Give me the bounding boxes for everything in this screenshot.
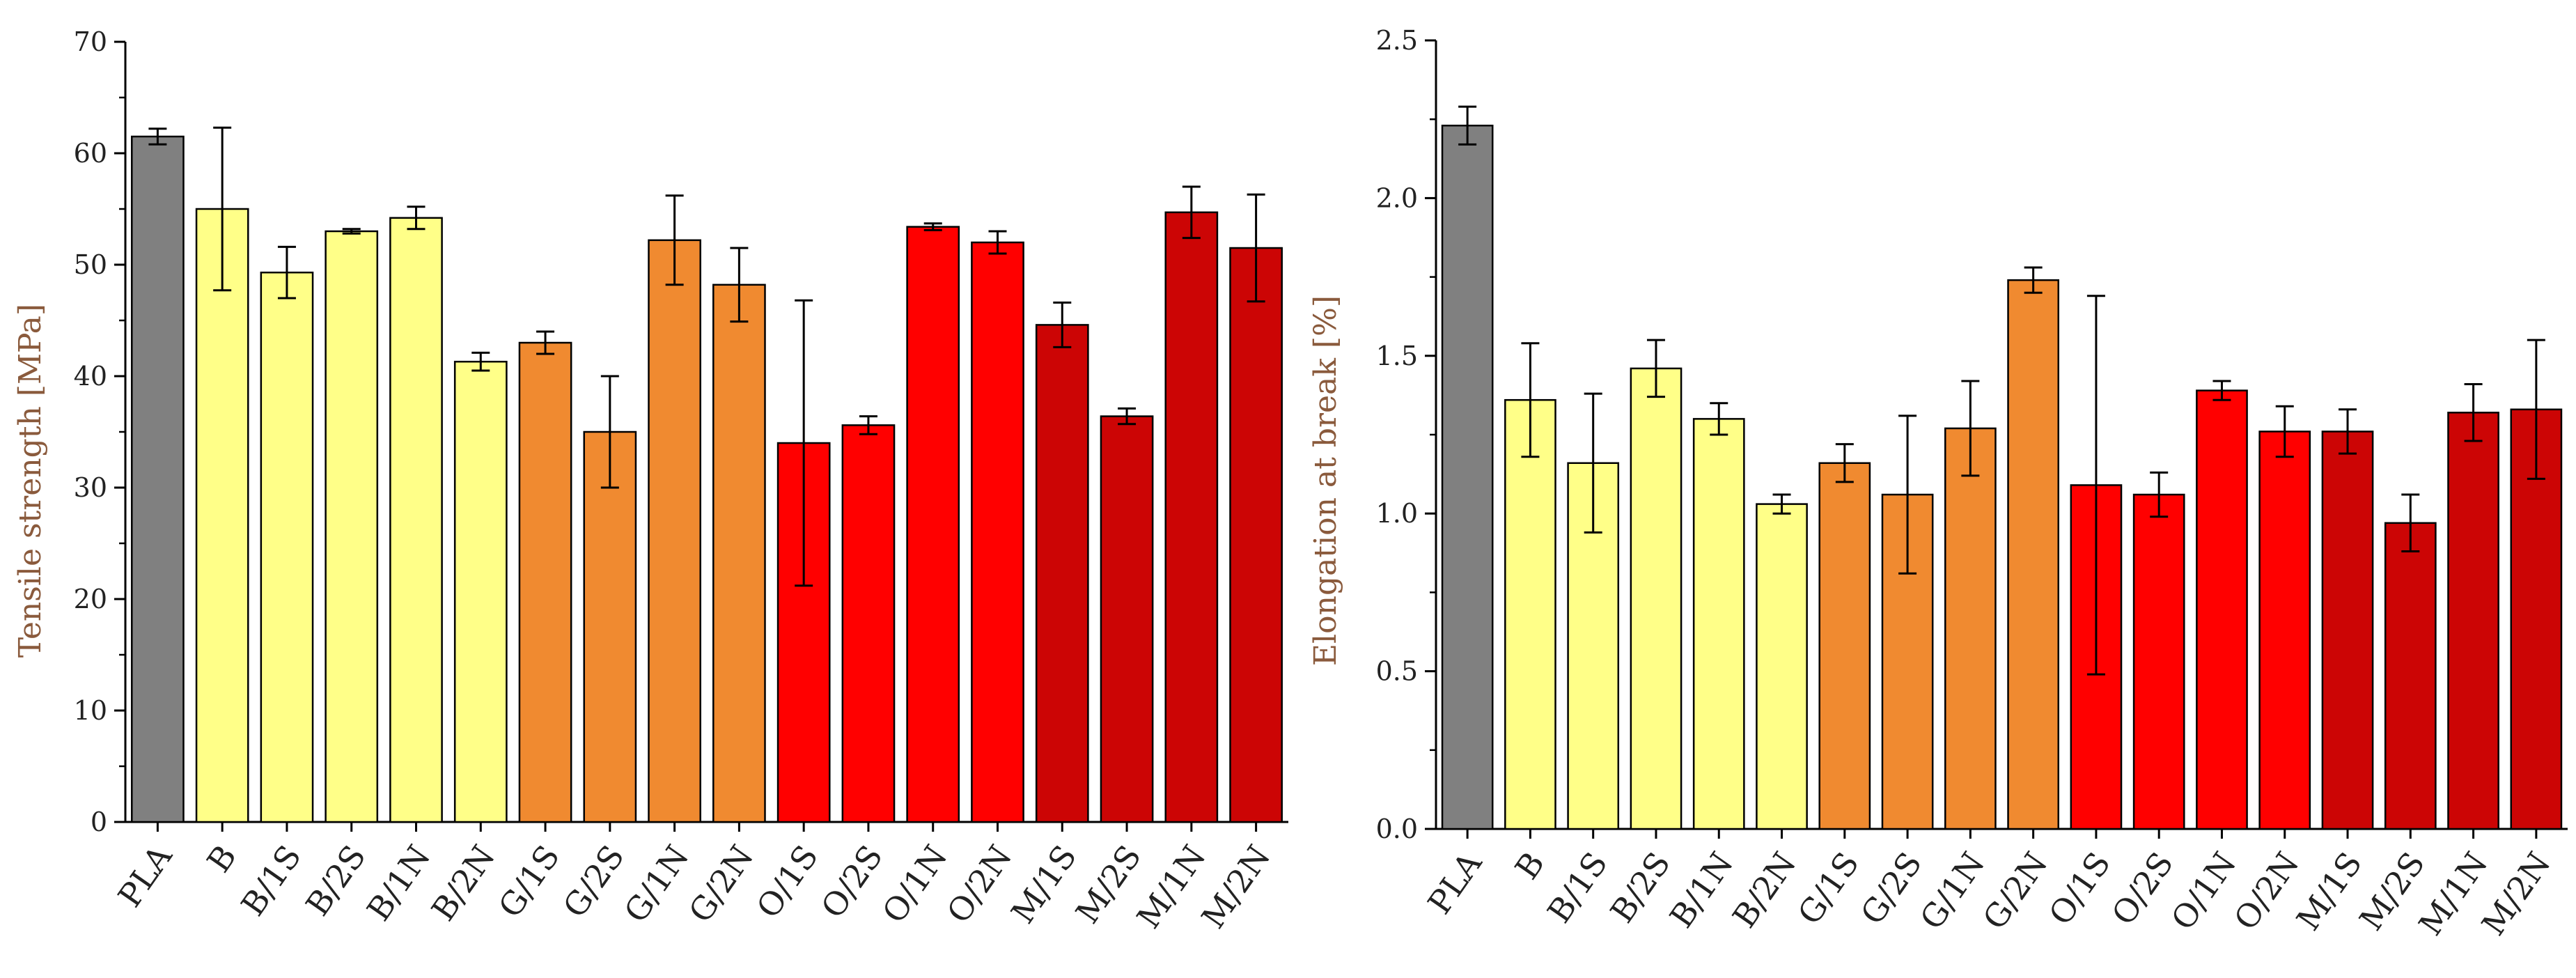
elongation-at-break-plot: Elongation at break [%] 0.0 0.5 1.0 1.5 2.0 2… xyxy=(1308,25,2568,942)
x-tick-label: G/1S xyxy=(1790,845,1866,931)
bar xyxy=(2447,412,2499,830)
x-tick-label: B/1S xyxy=(1540,845,1614,929)
bar xyxy=(712,284,766,823)
x-tick-label: B/1S xyxy=(234,838,309,922)
x-tick-label: O/1N xyxy=(2164,845,2244,937)
y-tick-label: 70 xyxy=(74,26,107,57)
y-tick-label: 30 xyxy=(74,472,107,503)
tensile-strength-chart: Tensile strength [MPa] 0 10 20 30 40 50 60 70 PL… xyxy=(13,26,1288,936)
x-tick-label: O/1S xyxy=(2041,845,2118,931)
x-tick-label: G/1N xyxy=(617,838,696,929)
x-tick-label: O/2N xyxy=(2226,845,2306,937)
x-tick-label: B/1N xyxy=(359,838,437,927)
bar xyxy=(906,226,960,823)
x-tick-label: G/2S xyxy=(556,838,632,924)
bar xyxy=(195,208,249,823)
bar xyxy=(2384,522,2437,830)
bar xyxy=(2007,279,2059,830)
y-tick-label: 10 xyxy=(74,695,107,726)
bar xyxy=(518,341,572,823)
bar xyxy=(841,424,896,823)
x-tick-label: B/1N xyxy=(1662,845,1740,934)
bar xyxy=(2258,430,2311,830)
bar xyxy=(2196,389,2248,830)
x-tick-label: G/2N xyxy=(1976,845,2055,936)
y-tick-label: 0.0 xyxy=(1376,814,1418,844)
bar xyxy=(453,360,508,823)
x-tick-label: G/1N xyxy=(1912,845,1992,936)
x-tick-label: M/1S xyxy=(2289,845,2369,937)
y-axis-title: Elongation at break [%] xyxy=(1308,295,1343,666)
y-tick-label: 0 xyxy=(91,807,107,837)
x-tick-label: O/1N xyxy=(875,838,955,930)
x-tick-label: B/2N xyxy=(1725,845,1803,934)
x-tick-label: M/1N xyxy=(1130,838,1213,935)
bar xyxy=(1229,247,1283,823)
bar xyxy=(1692,418,1745,830)
x-tick-label: G/2N xyxy=(681,838,760,929)
bar xyxy=(1630,367,1683,830)
bar xyxy=(325,230,379,823)
x-tick-label: M/1S xyxy=(1004,838,1084,930)
x-tick-label: B/2S xyxy=(298,838,373,922)
bar xyxy=(1504,398,1556,830)
y-tick-label: 50 xyxy=(74,249,107,280)
bar xyxy=(2132,493,2185,830)
x-tick-label: M/2N xyxy=(2474,845,2558,942)
x-tick-label: B xyxy=(200,838,244,879)
bar xyxy=(2321,430,2374,830)
y-tick-label: 1.5 xyxy=(1376,341,1418,371)
bar xyxy=(648,239,701,823)
bar xyxy=(1035,324,1089,823)
x-tick-label: B xyxy=(1508,845,1552,886)
x-tick-label: B/2N xyxy=(424,838,502,927)
x-tick-label: G/1S xyxy=(491,838,567,924)
y-tick-label: 2.0 xyxy=(1376,183,1418,213)
x-tick-label: B/2S xyxy=(1603,845,1678,929)
x-tick-label: O/2S xyxy=(813,838,890,924)
bar xyxy=(1164,211,1219,823)
bar xyxy=(971,241,1024,823)
tensile-strength-plot: Tensile strength [MPa] 0 10 20 30 40 50 60 70 PL… xyxy=(13,26,1288,936)
x-tick-label: PLA xyxy=(111,838,180,914)
y-tick-label: 0.5 xyxy=(1376,656,1418,687)
bar xyxy=(131,135,185,823)
y-tick-label: 20 xyxy=(74,584,107,614)
bar xyxy=(1441,125,1494,830)
y-tick-label: 2.5 xyxy=(1376,25,1418,56)
x-tick-label: PLA xyxy=(1421,845,1490,921)
y-tick-label: 60 xyxy=(74,138,107,169)
bar xyxy=(1944,427,1997,830)
y-tick-label: 40 xyxy=(74,361,107,391)
x-tick-label: O/2N xyxy=(939,838,1020,930)
x-tick-label: O/1S xyxy=(749,838,826,924)
bar xyxy=(389,217,443,823)
bar xyxy=(1818,462,1871,830)
bar xyxy=(583,430,637,823)
y-tick-label: 1.0 xyxy=(1376,498,1418,529)
bar xyxy=(1100,415,1154,823)
bar xyxy=(1756,503,1808,830)
x-tick-label: M/1N xyxy=(2412,845,2495,942)
elongation-at-break-chart: Elongation at break [%] 0.0 0.5 1.0 1.5 2.0 2… xyxy=(1295,0,2576,978)
bar xyxy=(260,271,314,823)
x-tick-label: M/2N xyxy=(1194,838,1278,935)
y-axis-title: Tensile strength [MPa] xyxy=(13,304,48,658)
